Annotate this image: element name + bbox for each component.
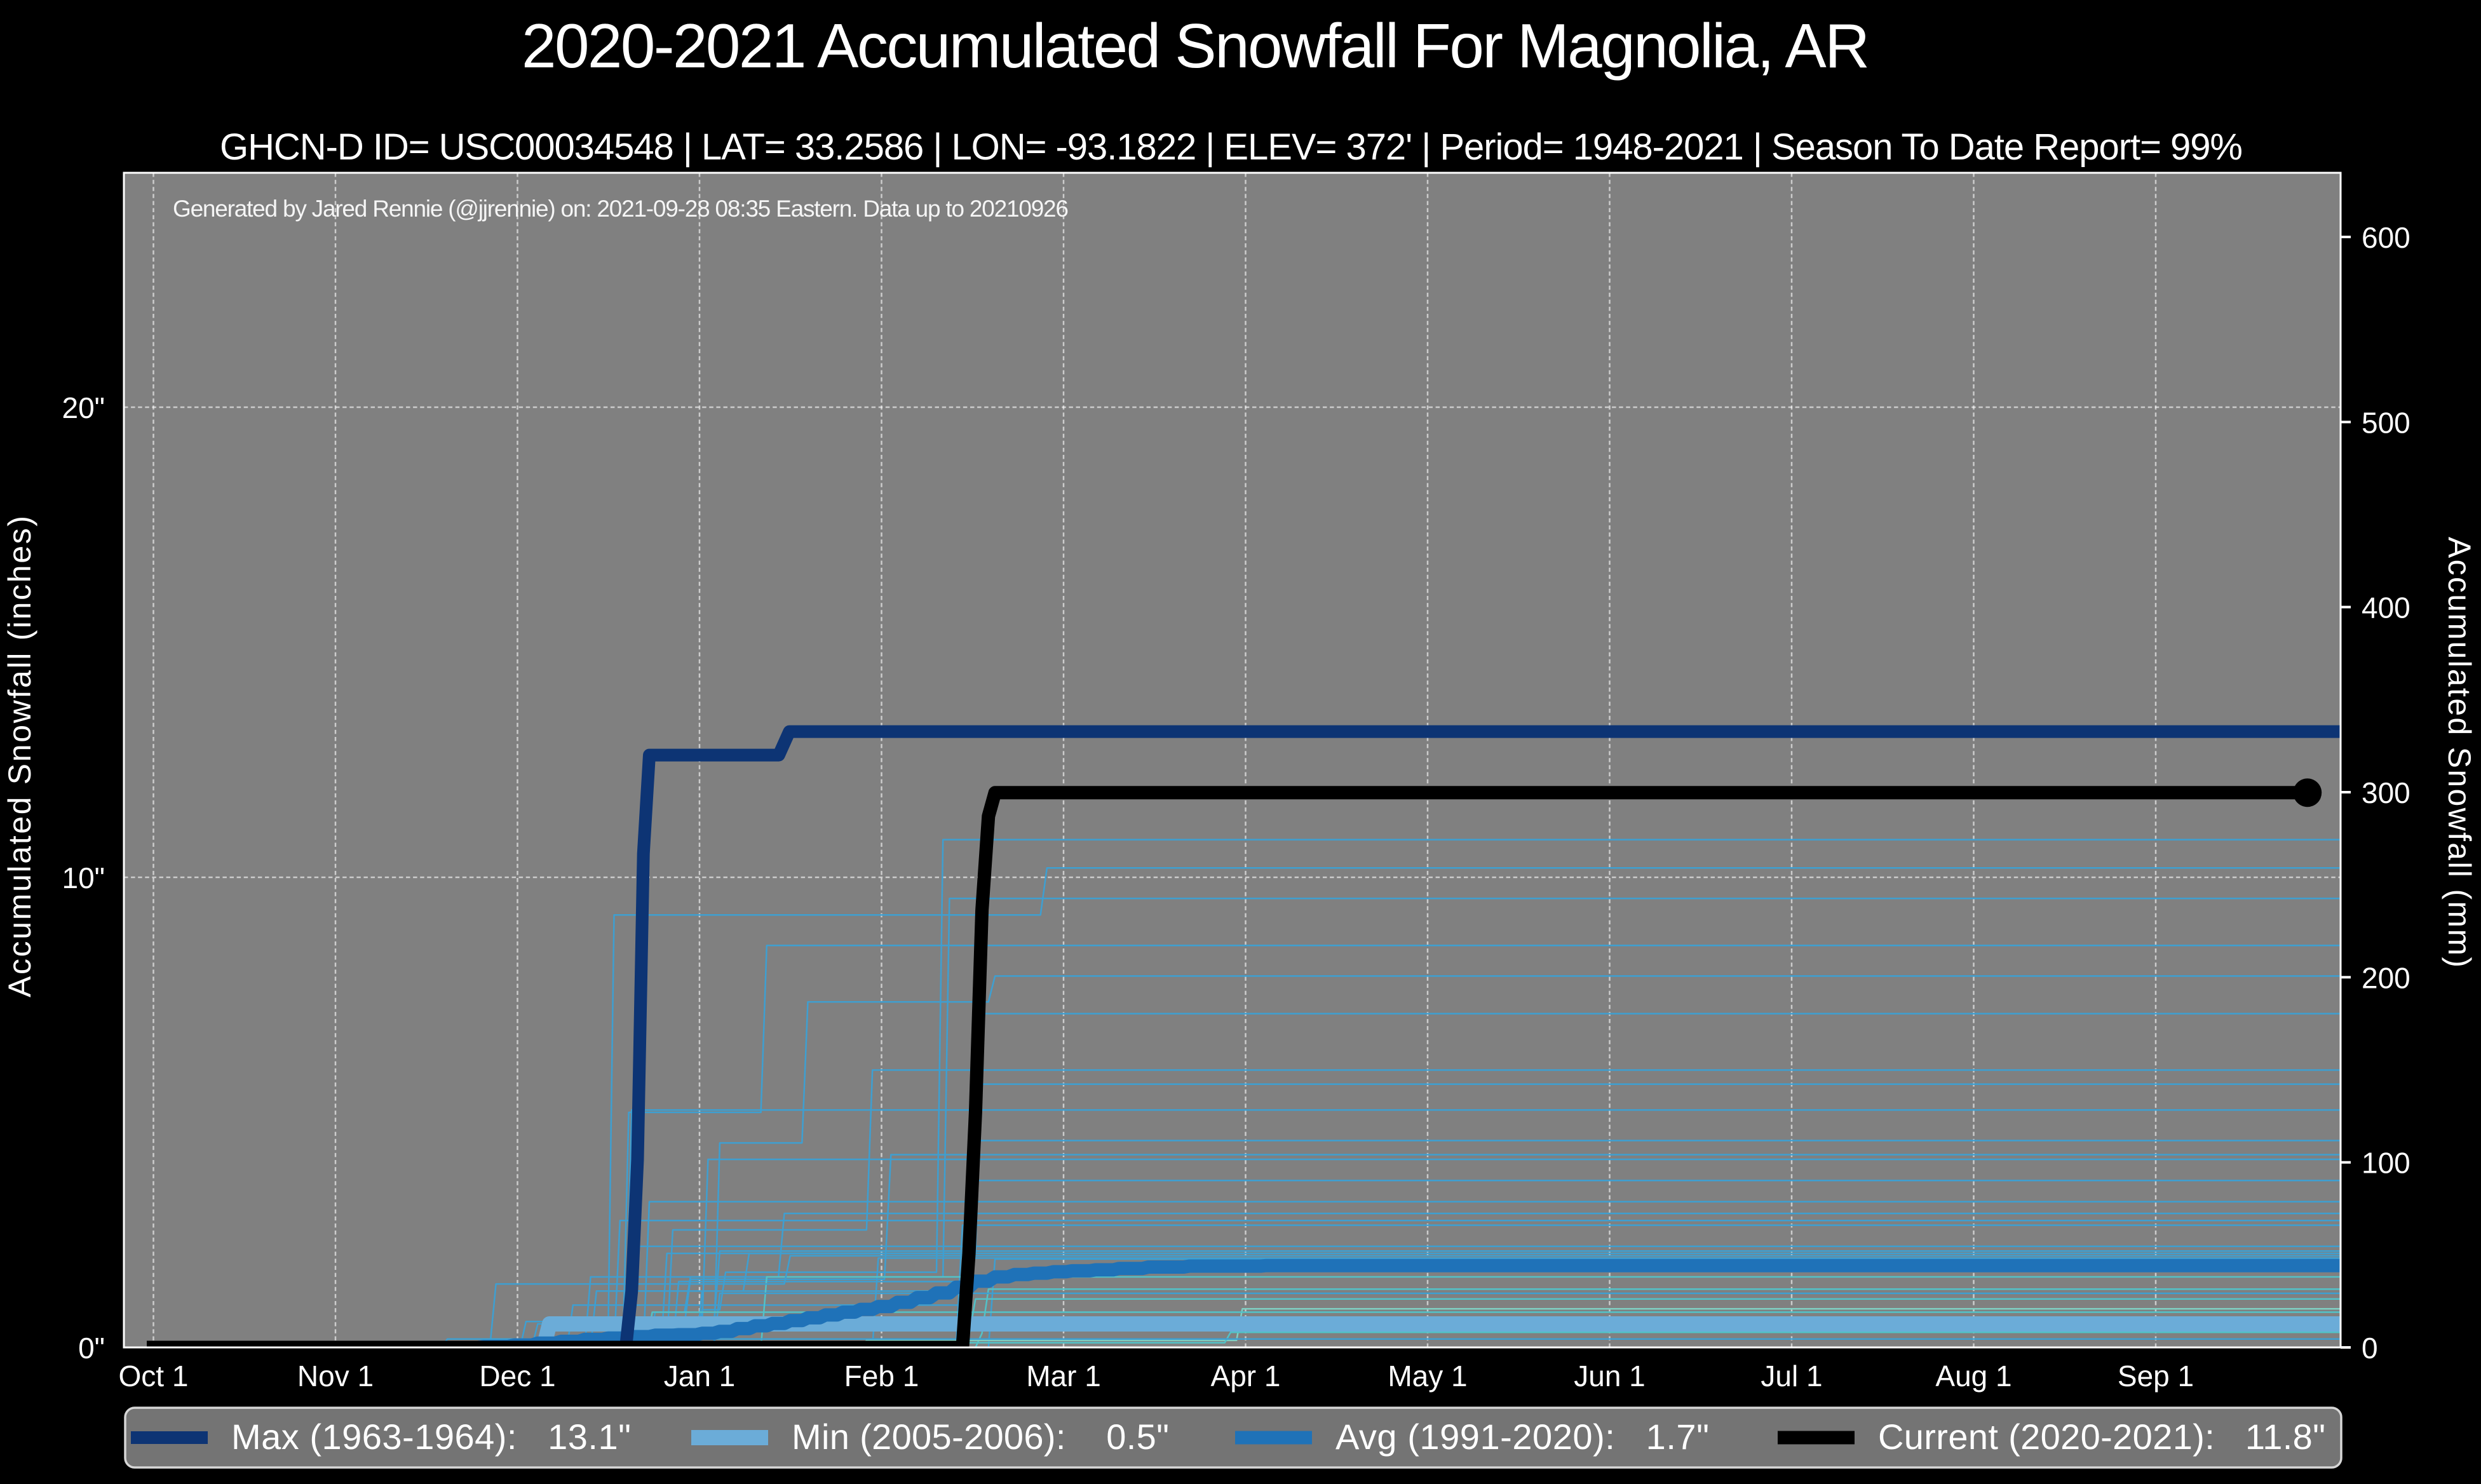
svg-text:Feb 1: Feb 1 — [844, 1359, 919, 1393]
svg-text:Accumulated Snowfall (inches): Accumulated Snowfall (inches) — [2, 516, 37, 997]
svg-text:Aug 1: Aug 1 — [1935, 1359, 2011, 1393]
svg-text:20": 20" — [62, 391, 105, 424]
svg-text:2020-2021 Accumulated Snowfall: 2020-2021 Accumulated Snowfall For Magno… — [522, 11, 1870, 81]
svg-text:Dec 1: Dec 1 — [479, 1359, 555, 1393]
svg-text:10": 10" — [62, 861, 105, 894]
svg-text:Mar 1: Mar 1 — [1026, 1359, 1101, 1393]
svg-text:200: 200 — [2362, 961, 2410, 994]
svg-text:May 1: May 1 — [1388, 1359, 1467, 1393]
svg-text:300: 300 — [2362, 776, 2410, 809]
svg-text:Current (2020-2021): 11.8": Current (2020-2021): 11.8" — [1878, 1417, 2325, 1457]
svg-text:Max (1963-1964): 13.1": Max (1963-1964): 13.1" — [231, 1417, 631, 1457]
svg-text:Jun 1: Jun 1 — [1574, 1359, 1646, 1393]
svg-text:Apr 1: Apr 1 — [1211, 1359, 1281, 1393]
svg-text:Generated by Jared Rennie (@jj: Generated by Jared Rennie (@jjrennie) on… — [173, 196, 1069, 222]
svg-text:500: 500 — [2362, 406, 2410, 439]
svg-text:0: 0 — [2362, 1332, 2378, 1365]
svg-text:400: 400 — [2362, 591, 2410, 624]
svg-text:Jul 1: Jul 1 — [1761, 1359, 1822, 1393]
svg-text:600: 600 — [2362, 221, 2410, 254]
svg-text:Nov 1: Nov 1 — [297, 1359, 374, 1393]
svg-text:Jan 1: Jan 1 — [664, 1359, 736, 1393]
svg-text:Oct 1: Oct 1 — [119, 1359, 189, 1393]
svg-text:0": 0" — [78, 1332, 105, 1365]
svg-text:Min (2005-2006): 0.5": Min (2005-2006): 0.5" — [792, 1417, 1169, 1457]
svg-text:Avg (1991-2020): 1.7": Avg (1991-2020): 1.7" — [1335, 1417, 1709, 1457]
svg-text:GHCN-D ID= USC00034548 | LAT=: GHCN-D ID= USC00034548 | LAT= 33.2586 | … — [220, 126, 2243, 168]
svg-text:100: 100 — [2362, 1147, 2410, 1180]
svg-text:Sep 1: Sep 1 — [2118, 1359, 2194, 1393]
svg-text:Accumulated Snowfall (mm): Accumulated Snowfall (mm) — [2442, 537, 2477, 968]
